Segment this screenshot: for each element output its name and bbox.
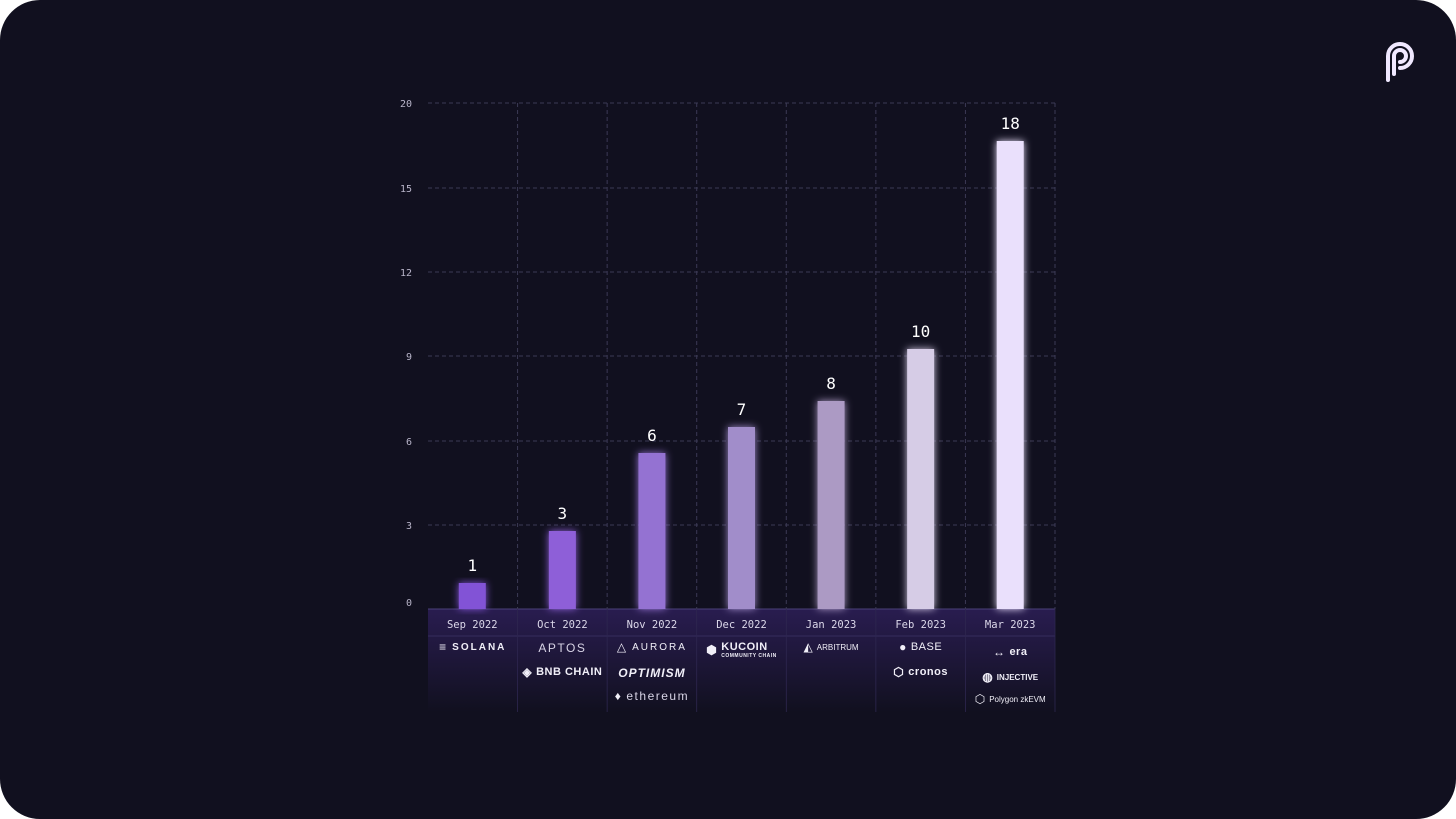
- chain-logo-ethereum: ♦ ethereum: [615, 689, 689, 703]
- x-tick-label: Mar 2023: [985, 619, 1036, 631]
- y-tick-label: 6: [406, 437, 412, 448]
- chain-logo-kucoin: ⬢ KUCOIN COMMUNITY CHAIN: [706, 641, 776, 659]
- y-tick-label: 0: [406, 598, 412, 609]
- chain-logo-arbitrum: ◭ ARBITRUM: [804, 641, 859, 653]
- chain-label: BNB CHAIN: [536, 666, 603, 678]
- chain-label: APTOS: [538, 641, 587, 655]
- bar: [996, 141, 1024, 609]
- bar: [817, 401, 845, 609]
- chain-name: BASE: [911, 641, 942, 653]
- chain-label: cronos: [908, 666, 948, 678]
- chain-logo-cronos: ⬡ cronos: [893, 666, 948, 678]
- chain-label: Polygon zkEVM: [989, 694, 1046, 704]
- data-label: 6: [647, 426, 657, 445]
- x-tick-label: Nov 2022: [627, 619, 678, 631]
- bar: [728, 427, 755, 609]
- bar: [548, 531, 576, 609]
- aurora-icon: △: [616, 640, 629, 654]
- chain-name: INJECTIVE: [997, 673, 1038, 682]
- kucoin-icon: ⬢: [706, 643, 718, 657]
- data-label: 8: [826, 374, 836, 393]
- solana-icon: ≡: [439, 640, 449, 654]
- injective-icon: ◍: [982, 670, 993, 684]
- bnb-icon: ◈: [522, 665, 533, 679]
- cronos-icon: ⬡: [893, 665, 905, 679]
- chain-label: era: [1009, 646, 1028, 658]
- x-tick-label: Oct 2022: [537, 619, 588, 631]
- chain-label: KUCOIN: [721, 641, 768, 653]
- x-tick-label: Jan 2023: [806, 619, 857, 631]
- x-tick-label: Feb 2023: [895, 619, 946, 631]
- chain-logo-bnb-chain: ◈ BNB CHAIN: [522, 666, 602, 678]
- data-label: 3: [558, 504, 568, 523]
- x-tick-label: Sep 2022: [447, 619, 498, 631]
- chain-logo-base: ● BASE: [899, 641, 942, 653]
- bar: [638, 453, 666, 609]
- chain-logo-aptos: APTOS: [538, 641, 586, 655]
- chain-logo-optimism: OPTIMISM: [618, 666, 685, 680]
- chain-name: era: [1009, 646, 1027, 658]
- chain-label: INJECTIVE: [996, 672, 1039, 682]
- base-icon: ●: [899, 640, 907, 654]
- x-axis-band: [428, 609, 1055, 712]
- chain-label: AURORA: [632, 641, 687, 653]
- chain-logo-polygon-zkevm: ⬡ Polygon zkEVM: [975, 693, 1046, 705]
- arbitrum-icon: ◭: [803, 640, 813, 654]
- chain-name: KUCOIN COMMUNITY CHAIN: [721, 641, 776, 659]
- chain-logo-aurora: △ AURORA: [617, 641, 687, 653]
- polygon-icon: ⬡: [974, 692, 986, 706]
- chain-name: APTOS: [538, 641, 586, 655]
- bar: [458, 583, 486, 609]
- chain-name: cronos: [908, 666, 948, 678]
- zksync-icon: ↔: [992, 645, 1006, 659]
- chain-name: AURORA: [632, 642, 687, 653]
- data-label: 18: [1001, 114, 1020, 133]
- y-tick-label: 12: [400, 268, 412, 279]
- y-tick-label: 15: [400, 184, 412, 195]
- chain-label: SOLANA: [452, 641, 507, 653]
- chain-name: SOLANA: [452, 642, 506, 653]
- data-label: 7: [737, 400, 747, 419]
- chain-logo-era: ↔ era: [993, 646, 1028, 658]
- chain-label: BASE: [910, 641, 943, 653]
- chain-label: ARBITRUM: [816, 642, 859, 652]
- chain-name: OPTIMISM: [618, 666, 685, 680]
- chain-name: Polygon zkEVM: [989, 695, 1045, 704]
- chain-logo-solana: ≡ SOLANA: [439, 641, 506, 653]
- y-tick-label: 9: [406, 352, 412, 363]
- chain-label: ethereum: [626, 689, 690, 703]
- ethereum-icon: ♦: [614, 689, 623, 703]
- chain-name: ARBITRUM: [817, 643, 859, 652]
- y-tick-label: 3: [406, 521, 412, 532]
- chain-name: BNB CHAIN: [536, 666, 602, 678]
- chain-sublabel: COMMUNITY CHAIN: [721, 653, 777, 659]
- chain-name: ethereum: [626, 689, 689, 703]
- pyth-logo-icon: [1386, 42, 1414, 82]
- y-tick-label: 20: [400, 99, 412, 110]
- chain-label: OPTIMISM: [618, 666, 686, 680]
- data-label: 1: [467, 556, 477, 575]
- bar: [907, 349, 935, 609]
- chain-logo-injective: ◍ INJECTIVE: [982, 671, 1038, 683]
- x-tick-label: Dec 2022: [716, 619, 767, 631]
- data-label: 10: [911, 322, 930, 341]
